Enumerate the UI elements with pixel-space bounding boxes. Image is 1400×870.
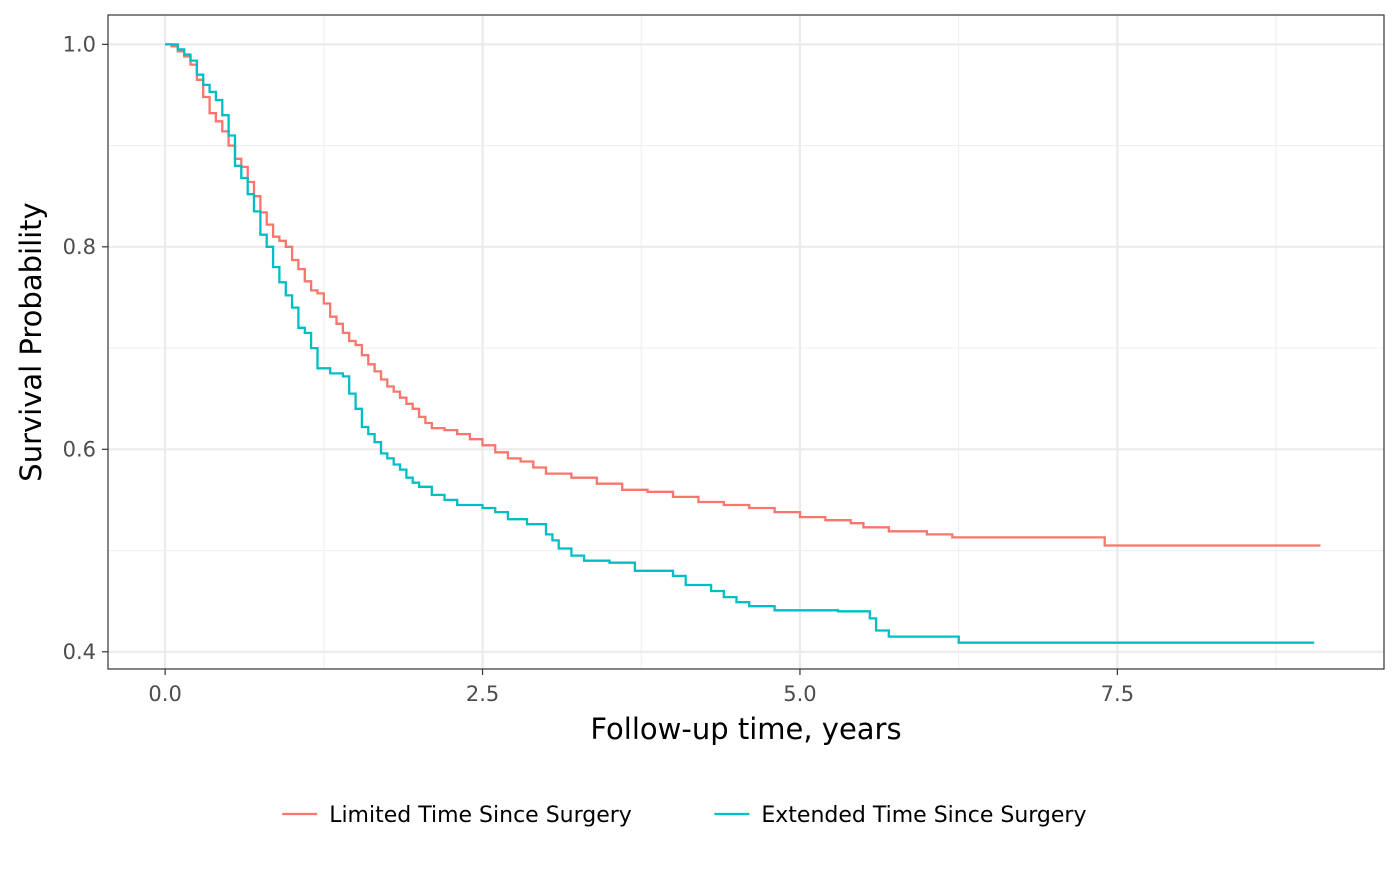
- y-tick-label: 0.6: [63, 437, 96, 461]
- survival-curve-extended: [165, 43, 1315, 644]
- x-tick-label: 5.0: [783, 682, 816, 706]
- tick-layer: 0.0 2.5 5.0 7.5 0.4 0.6 0.8 1.0: [63, 32, 1134, 706]
- y-tick-label: 0.4: [63, 640, 96, 664]
- x-tick-label: 0.0: [148, 682, 181, 706]
- grid-layer: [108, 15, 1384, 669]
- y-tick-label: 0.8: [63, 235, 96, 259]
- legend-label: Extended Time Since Surgery: [761, 803, 1086, 828]
- legend: Limited Time Since Surgery Extended Time …: [282, 803, 1086, 828]
- legend-item-extended: Extended Time Since Surgery: [714, 803, 1086, 828]
- x-axis-title: Follow-up time, years: [590, 712, 901, 746]
- legend-item-limited: Limited Time Since Surgery: [282, 803, 632, 828]
- x-tick-label: 7.5: [1101, 682, 1134, 706]
- survival-curve-limited: [165, 43, 1321, 547]
- legend-label: Limited Time Since Surgery: [329, 803, 632, 828]
- x-tick-label: 2.5: [466, 682, 499, 706]
- y-tick-label: 1.0: [63, 32, 96, 56]
- series-layer: [165, 43, 1321, 644]
- panel-border: [107, 14, 1385, 670]
- y-axis-title: Survival Probability: [14, 202, 48, 481]
